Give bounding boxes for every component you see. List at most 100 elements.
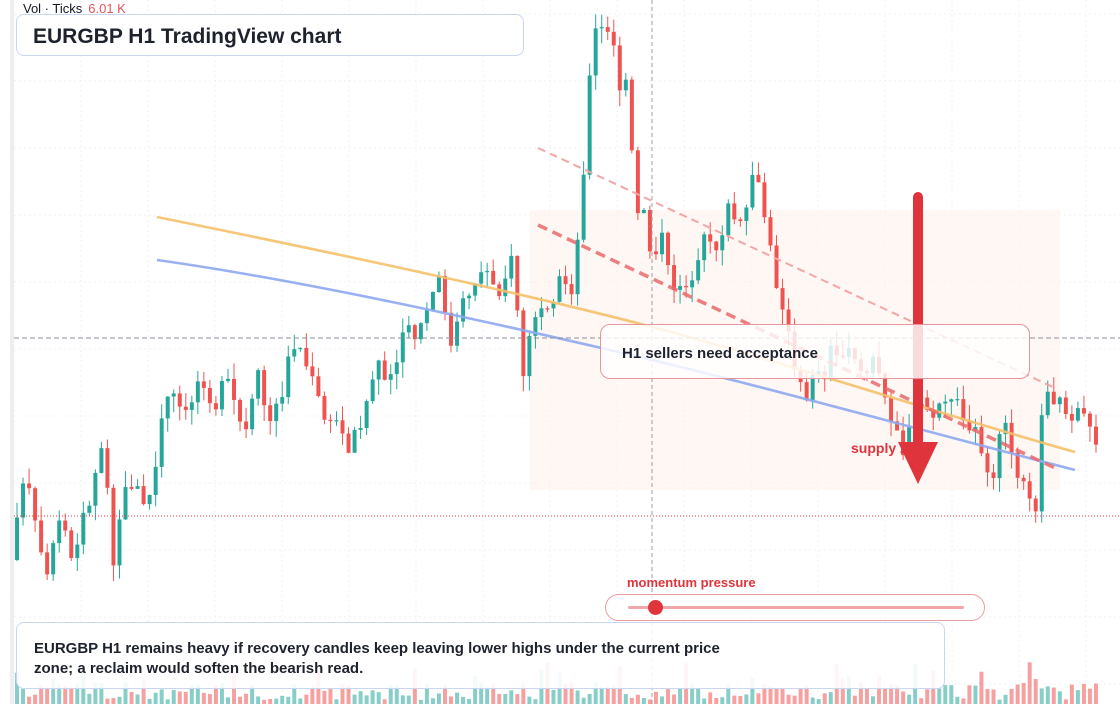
candle bbox=[219, 375, 224, 416]
volume-bar bbox=[27, 696, 32, 704]
volume-bar bbox=[33, 694, 38, 704]
volume-bar bbox=[726, 684, 731, 704]
candle bbox=[509, 243, 514, 287]
candle bbox=[358, 415, 363, 439]
candle bbox=[744, 204, 749, 236]
volume-bar bbox=[69, 687, 74, 704]
momentum-slider[interactable] bbox=[605, 594, 985, 621]
volume-bar bbox=[569, 682, 574, 704]
candle bbox=[430, 291, 435, 312]
volume-bar bbox=[870, 696, 875, 704]
candle bbox=[123, 471, 128, 520]
candle bbox=[629, 76, 634, 154]
volume-bar bbox=[117, 696, 122, 704]
volume-legend: Vol · Ticks 6.01 K bbox=[23, 1, 126, 16]
candle bbox=[702, 231, 707, 273]
volume-bar bbox=[864, 688, 869, 704]
candle bbox=[991, 463, 996, 490]
candle bbox=[412, 323, 417, 350]
volume-bar bbox=[653, 691, 658, 704]
candle bbox=[653, 236, 658, 260]
candle bbox=[599, 14, 604, 44]
volume-bar bbox=[394, 685, 399, 704]
candle bbox=[364, 399, 369, 435]
volume-bar bbox=[310, 686, 315, 704]
candle bbox=[213, 395, 218, 416]
volume-bar bbox=[45, 687, 50, 704]
volume-bar bbox=[195, 684, 200, 704]
momentum-track-line bbox=[628, 606, 964, 609]
candle bbox=[39, 506, 44, 556]
volume-bar bbox=[436, 693, 441, 704]
candle bbox=[696, 248, 701, 285]
candle bbox=[738, 217, 743, 227]
volume-bar bbox=[593, 682, 598, 704]
candle bbox=[581, 161, 586, 243]
volume-bar bbox=[244, 693, 249, 704]
candle bbox=[1009, 409, 1014, 469]
candle bbox=[726, 199, 731, 242]
candle bbox=[774, 235, 779, 289]
volume-bar bbox=[1039, 688, 1044, 704]
momentum-knob[interactable] bbox=[647, 600, 663, 615]
candle bbox=[979, 415, 984, 457]
candle bbox=[611, 19, 616, 57]
volume-bar bbox=[165, 699, 170, 704]
volume-bar bbox=[153, 692, 158, 704]
candle bbox=[63, 513, 68, 537]
candle bbox=[340, 406, 345, 445]
candle bbox=[111, 484, 116, 582]
volume-bar bbox=[352, 694, 357, 704]
volume-bar bbox=[159, 689, 164, 704]
candle bbox=[955, 387, 960, 406]
volume-bar bbox=[563, 683, 568, 704]
volume-bar bbox=[455, 692, 460, 704]
volume-bar bbox=[605, 686, 610, 704]
volume-bar bbox=[328, 687, 333, 704]
volume-bar bbox=[256, 696, 261, 704]
volume-bar bbox=[346, 684, 351, 704]
volume-bar bbox=[334, 699, 339, 704]
volume-bar bbox=[611, 685, 616, 704]
volume-bar bbox=[491, 683, 496, 704]
candle bbox=[666, 231, 671, 275]
candle bbox=[1069, 405, 1074, 433]
volume-bar bbox=[533, 699, 538, 704]
volume-bar bbox=[63, 685, 68, 704]
volume-bar bbox=[485, 686, 490, 704]
volume-bar bbox=[105, 698, 110, 704]
candle bbox=[557, 269, 562, 303]
volume-bar bbox=[1069, 684, 1074, 704]
candle bbox=[135, 479, 140, 490]
volume-bar bbox=[768, 686, 773, 704]
volume-bar bbox=[442, 684, 447, 704]
candle bbox=[177, 385, 182, 421]
volume-bar bbox=[780, 688, 785, 704]
candle bbox=[322, 391, 327, 425]
volume-bar bbox=[1027, 662, 1032, 704]
volume-bar bbox=[1021, 683, 1026, 704]
volume-bar bbox=[738, 696, 743, 704]
volume-bar bbox=[418, 699, 423, 704]
candle bbox=[262, 365, 267, 421]
candle bbox=[117, 509, 122, 579]
candle bbox=[406, 315, 411, 338]
candle bbox=[1021, 474, 1026, 490]
volume-bar bbox=[672, 694, 677, 704]
candle bbox=[533, 311, 538, 349]
volume-bar bbox=[925, 689, 930, 704]
volume-bar bbox=[852, 695, 857, 704]
candle bbox=[1051, 377, 1056, 405]
volume-legend-label: Vol · Ticks bbox=[23, 1, 83, 16]
candle bbox=[569, 274, 574, 305]
candle bbox=[467, 293, 472, 310]
candle bbox=[587, 63, 592, 180]
candle bbox=[129, 474, 134, 491]
volume-bar bbox=[1057, 691, 1062, 704]
volume-bar bbox=[268, 699, 273, 704]
volume-bar bbox=[858, 682, 863, 704]
volume-bar bbox=[111, 698, 116, 704]
candle bbox=[895, 411, 900, 431]
candle bbox=[394, 349, 399, 390]
candle bbox=[1057, 395, 1062, 413]
